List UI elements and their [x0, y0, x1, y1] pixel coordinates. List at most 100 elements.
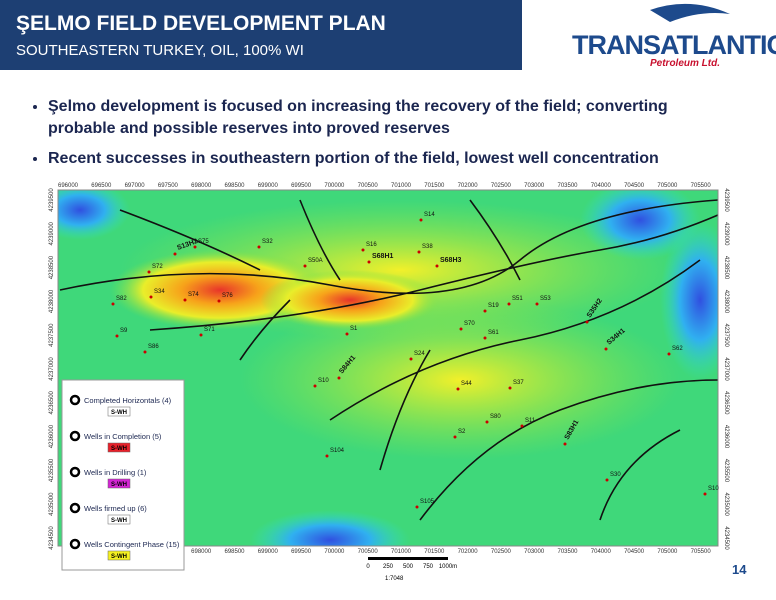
contour — [250, 510, 410, 546]
fault — [59, 199, 718, 295]
y-coord-label: 4234500 — [723, 526, 729, 550]
well-marker — [453, 435, 457, 439]
well-marker — [303, 264, 307, 268]
fault — [599, 429, 681, 521]
logo-tagline: Petroleum Ltd. — [650, 58, 721, 69]
y-coord-label: 4238000 — [49, 289, 55, 313]
scale-label: 250 — [383, 564, 394, 570]
well-marker — [703, 492, 707, 496]
y-coord-label: 4236000 — [723, 425, 729, 449]
well-label: S83H1 — [564, 419, 581, 441]
well-marker — [535, 302, 539, 306]
well-marker — [605, 478, 609, 482]
page-number: 14 — [732, 562, 747, 577]
well-label: S61 — [488, 330, 499, 336]
well-marker — [173, 252, 177, 256]
well-label: S80 — [490, 414, 501, 420]
well-marker — [199, 333, 203, 337]
x-coord-label: 696500 — [91, 183, 112, 189]
fault — [379, 349, 431, 471]
y-coord-label: 4239500 — [49, 188, 55, 212]
well-label: S70 — [464, 321, 475, 327]
legend-icon — [69, 466, 81, 478]
y-coord-label: 4239000 — [49, 221, 55, 245]
y-coord-label: 4238000 — [723, 290, 729, 314]
x-coord-label: 704000 — [591, 183, 612, 189]
well-label: S10 — [318, 378, 329, 384]
x-coord-label: 698500 — [224, 549, 245, 555]
legend-icon — [69, 394, 81, 406]
x-coord-label: 697000 — [125, 183, 146, 189]
well-marker — [585, 320, 589, 324]
scale-label: 1000m — [439, 564, 457, 570]
well-label: S35H2 — [586, 298, 604, 320]
scale-label: 500 — [403, 564, 414, 570]
map-frame — [57, 189, 719, 547]
well-label: S71 — [204, 327, 215, 333]
bullet: Şelmo development is focused on increasi… — [48, 96, 738, 140]
y-coord-label: 4239000 — [723, 222, 729, 246]
contour — [260, 270, 440, 330]
x-coord-label: 702000 — [458, 183, 479, 189]
x-coord-label: 701500 — [424, 549, 445, 555]
fault — [299, 199, 341, 281]
well-label: S72 — [152, 264, 163, 270]
x-coord-label: 699500 — [291, 549, 312, 555]
y-coord-label: 4237000 — [49, 357, 55, 381]
bullets: Şelmo development is focused on increasi… — [30, 96, 738, 178]
well-marker — [409, 357, 413, 361]
y-coord-label: 4238500 — [723, 256, 729, 280]
contour — [110, 250, 330, 330]
fault — [419, 379, 718, 521]
x-coord-label: 703500 — [557, 183, 578, 189]
well-marker — [337, 376, 341, 380]
header-bar: ŞELMO FIELD DEVELOPMENT PLAN SOUTHEASTER… — [0, 0, 522, 70]
y-coord-label: 4237500 — [723, 324, 729, 348]
legend-label: Wells firmed up (6) — [84, 504, 147, 513]
x-coord-label: 705000 — [657, 549, 678, 555]
x-coord-label: 704500 — [624, 549, 645, 555]
well-label: S84H1 — [338, 354, 357, 375]
legend-tag: S-WH — [111, 554, 127, 560]
bullet: Recent successes in southeastern portion… — [48, 148, 738, 170]
well-marker — [111, 302, 115, 306]
map-bg — [58, 190, 718, 546]
legend-tag: S-WH — [111, 410, 127, 416]
title: ŞELMO FIELD DEVELOPMENT PLAN — [16, 12, 386, 35]
x-coord-label: 703000 — [524, 549, 545, 555]
legend-icon — [69, 502, 81, 514]
well-marker — [456, 387, 460, 391]
well-label: S53 — [540, 296, 551, 302]
legend-icon — [69, 538, 81, 550]
well-label: S76 — [222, 293, 233, 299]
well-marker — [257, 245, 261, 249]
well-label: S14 — [424, 212, 435, 218]
contour — [240, 300, 680, 460]
well-marker — [667, 352, 671, 356]
x-coord-label: 701000 — [391, 183, 412, 189]
legend-tag-box — [107, 478, 131, 489]
well-label: S1 — [350, 326, 358, 332]
y-coord-label: 4239500 — [723, 188, 729, 212]
well-label: S32 — [262, 239, 273, 245]
fault — [239, 299, 291, 361]
well-marker — [417, 250, 421, 254]
contour — [580, 190, 700, 260]
well-label: S24 — [414, 351, 425, 357]
well-label: S19 — [488, 303, 499, 309]
well-label: S13H2 — [176, 238, 199, 252]
well-marker — [149, 295, 153, 299]
subtitle: SOUTHEASTERN TURKEY, OIL, 100% WI — [16, 42, 304, 59]
well-marker — [115, 334, 119, 338]
well-label: S34 — [154, 289, 165, 295]
x-coord-label: 700500 — [358, 183, 379, 189]
logo: TRANSATLANTIC — [572, 30, 776, 60]
y-coord-label: 4237000 — [723, 357, 729, 381]
well-marker — [147, 270, 151, 274]
scale-ratio: 1:7048 — [385, 576, 404, 582]
well-label: S105 — [420, 499, 435, 505]
well-marker — [217, 299, 221, 303]
legend-tag-box — [107, 514, 131, 525]
